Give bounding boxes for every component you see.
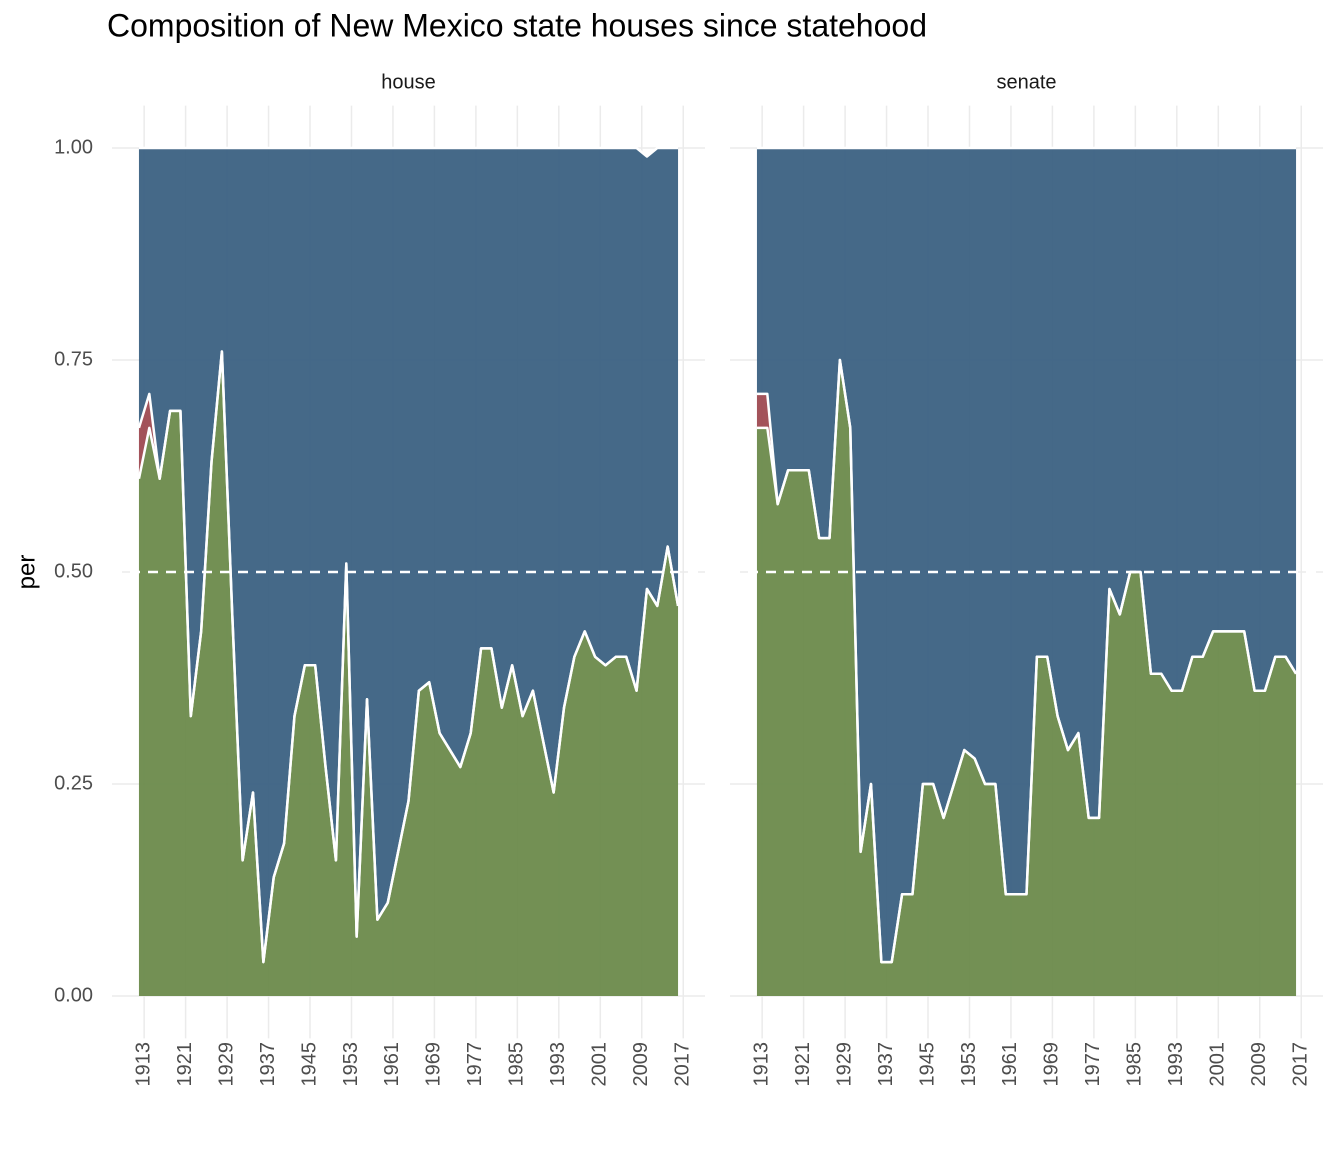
area <box>138 148 679 963</box>
x-tick-label: 1913 <box>750 1042 772 1087</box>
y-tick-label: 0.50 <box>54 560 93 582</box>
x-tick-label: 2001 <box>1207 1042 1229 1087</box>
x-tick-label: 1985 <box>506 1042 528 1087</box>
area <box>756 148 1297 963</box>
x-tick-label: 2001 <box>589 1042 611 1087</box>
x-tick-label: 1921 <box>174 1042 196 1087</box>
x-tick-label: 2009 <box>630 1042 652 1087</box>
x-tick-label: 2017 <box>1290 1042 1312 1087</box>
x-tick-label: 1953 <box>958 1042 980 1087</box>
x-tick-label: 1993 <box>547 1042 569 1087</box>
x-tick-label: 2009 <box>1248 1042 1270 1087</box>
y-axis-label: per <box>13 555 40 590</box>
x-tick-label: 2017 <box>672 1042 694 1087</box>
y-tick-label: 0.00 <box>54 984 93 1006</box>
x-tick-label: 1953 <box>340 1042 362 1087</box>
x-tick-label: 1929 <box>833 1042 855 1087</box>
x-tick-label: 1985 <box>1124 1042 1146 1087</box>
y-tick-label: 1.00 <box>54 136 93 158</box>
x-tick-label: 1993 <box>1165 1042 1187 1087</box>
facet-label: senate <box>996 71 1056 93</box>
y-tick-label: 0.25 <box>54 772 93 794</box>
x-tick-label: 1913 <box>132 1042 154 1087</box>
x-tick-label: 1969 <box>423 1042 445 1087</box>
x-tick-label: 1921 <box>792 1042 814 1087</box>
x-tick-label: 1961 <box>381 1042 403 1087</box>
area-line <box>137 350 680 964</box>
x-tick-label: 1961 <box>999 1042 1021 1087</box>
x-tick-label: 1937 <box>257 1042 279 1087</box>
area-line <box>756 358 1298 964</box>
x-tick-label: 1945 <box>298 1042 320 1087</box>
area <box>756 360 1297 996</box>
x-tick-label: 1929 <box>215 1042 237 1087</box>
chart-title: Composition of New Mexico state houses s… <box>107 7 927 43</box>
area-line <box>138 146 679 158</box>
x-tick-label: 1969 <box>1041 1042 1063 1087</box>
facet-label: house <box>381 71 436 93</box>
x-tick-label: 1977 <box>1082 1042 1104 1087</box>
x-tick-label: 1937 <box>875 1042 897 1087</box>
y-tick-label: 0.75 <box>54 348 93 370</box>
x-tick-label: 1945 <box>916 1042 938 1087</box>
x-tick-label: 1977 <box>464 1042 486 1087</box>
area <box>138 351 679 996</box>
